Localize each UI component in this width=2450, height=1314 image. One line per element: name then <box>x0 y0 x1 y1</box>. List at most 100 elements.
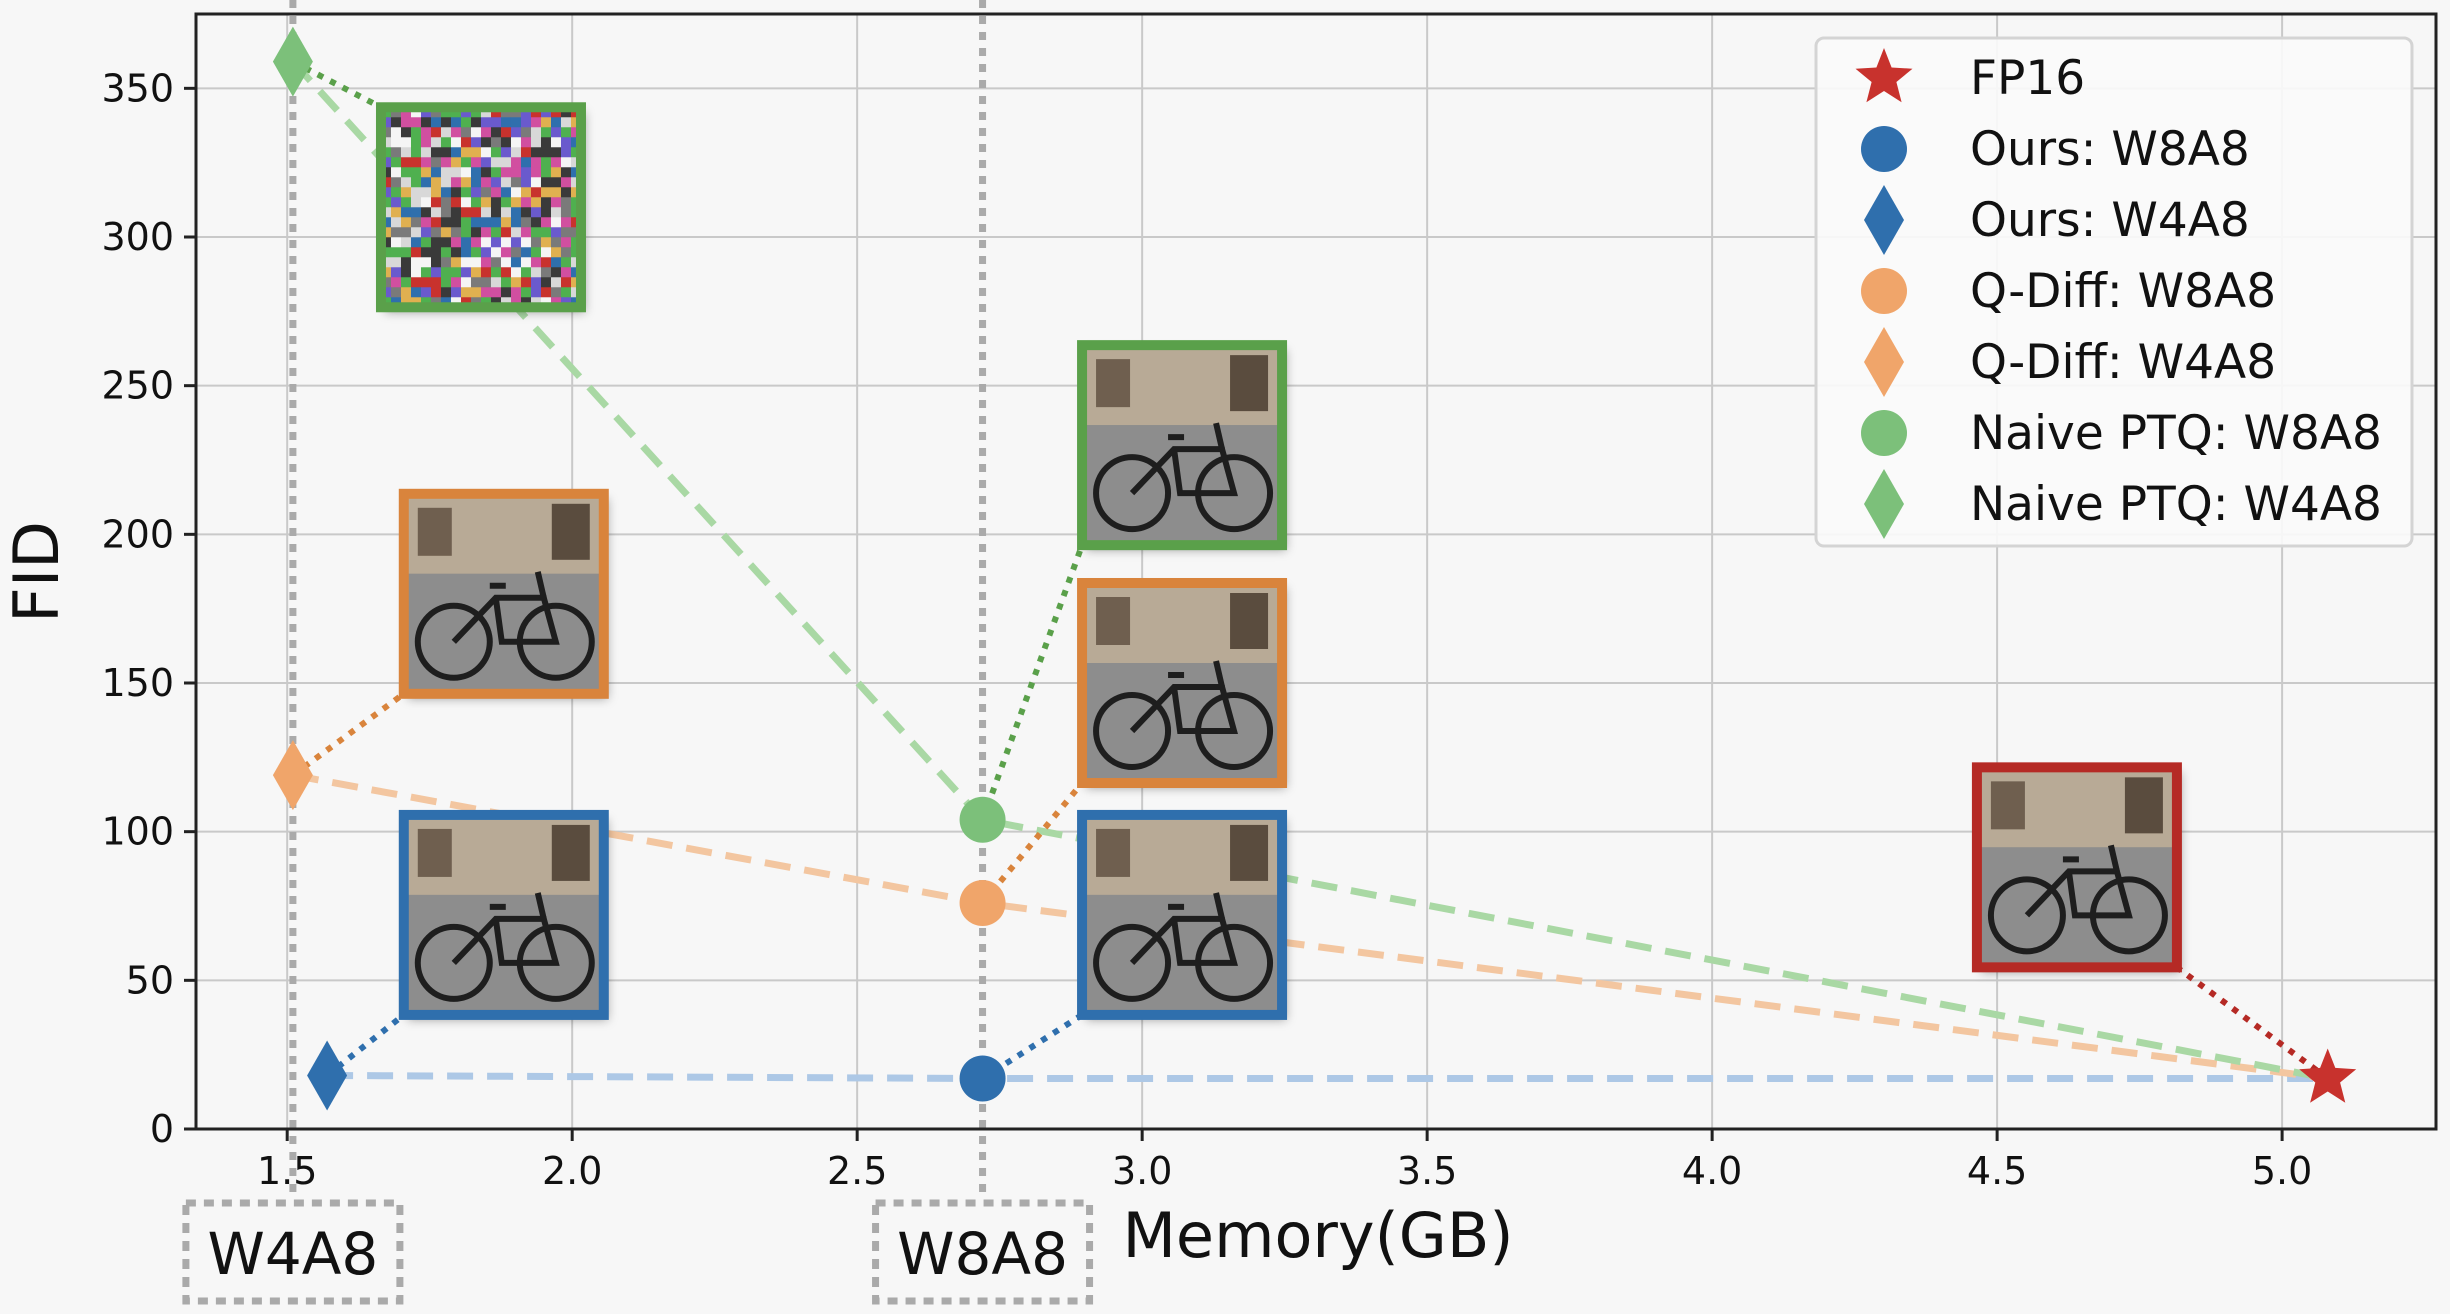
noise-cell <box>460 147 472 158</box>
building-window <box>551 503 590 560</box>
noise-cell <box>450 197 462 208</box>
noise-cell <box>450 137 462 148</box>
noise-cell <box>440 177 452 188</box>
noise-cell <box>510 117 522 128</box>
noise-cell <box>410 117 422 128</box>
noise-cell <box>410 237 422 248</box>
noise-cell <box>440 217 452 228</box>
y-tick-label: 0 <box>150 1107 174 1151</box>
noise-cell <box>560 147 572 158</box>
noise-cell <box>520 237 532 248</box>
legend-label: Q-Diff: W4A8 <box>1970 335 2276 390</box>
building-window <box>1096 359 1131 408</box>
noise-cell <box>540 167 552 178</box>
noise-cell <box>550 287 562 298</box>
noise-cell <box>490 277 502 288</box>
noise-cell <box>500 127 512 138</box>
noise-cell <box>450 177 462 188</box>
noise-cell <box>500 147 512 158</box>
noise-cell <box>430 247 442 258</box>
noise-cell <box>500 287 512 298</box>
noise-cell <box>440 257 452 268</box>
noise-cell <box>400 107 412 118</box>
noise-cell <box>480 207 492 218</box>
noise-cell <box>540 257 552 268</box>
noise-cell <box>440 207 452 218</box>
noise-cell <box>430 267 442 278</box>
legend-marker <box>1864 185 1904 255</box>
noise-cell <box>560 237 572 248</box>
noise-cell <box>450 217 462 228</box>
noise-cell <box>540 127 552 138</box>
noise-cell <box>460 277 472 288</box>
noise-cell <box>420 157 432 168</box>
noise-cell <box>530 157 542 168</box>
noise-cell <box>440 137 452 148</box>
thumbnail-frame <box>398 488 609 699</box>
legend-item: Q-Diff: W8A8 <box>1861 264 2276 319</box>
noise-cell <box>390 277 402 288</box>
noise-cell <box>460 257 472 268</box>
legend-label: Naive PTQ: W8A8 <box>1970 406 2382 461</box>
noise-cell <box>480 247 492 258</box>
noise-cell <box>470 127 482 138</box>
noise-cell <box>550 177 562 188</box>
noise-cell <box>400 217 412 228</box>
noise-cell <box>560 127 572 138</box>
noise-cell <box>480 227 492 238</box>
noise-cell <box>390 157 402 168</box>
noise-cell <box>490 187 502 198</box>
noise-cell <box>520 287 532 298</box>
noise-cell <box>410 137 422 148</box>
noise-cell <box>420 267 432 278</box>
noise-cell <box>460 217 472 228</box>
noise-cell <box>440 127 452 138</box>
noise-cell <box>410 207 422 218</box>
noise-cell <box>450 227 462 238</box>
noise-cell <box>530 167 542 178</box>
noise-cell <box>470 177 482 188</box>
thumb-naive-w8a8 <box>1077 340 1288 551</box>
legend-item: Ours: W4A8 <box>1864 185 2250 255</box>
noise-cell <box>560 137 572 148</box>
noise-cell <box>430 107 442 118</box>
noise-cell <box>430 177 442 188</box>
data-point <box>272 740 313 811</box>
noise-cell <box>380 237 392 248</box>
noise-cell <box>490 287 502 298</box>
y-tick-label: 150 <box>101 661 174 705</box>
noise-cell <box>470 197 482 208</box>
building-window <box>1230 824 1269 881</box>
noise-cell <box>550 137 562 148</box>
noise-cell <box>410 217 422 228</box>
noise-cell <box>550 147 562 158</box>
noise-cell <box>420 207 432 218</box>
legend-label: Naive PTQ: W4A8 <box>1970 477 2382 532</box>
x-tick-label: 4.0 <box>1682 1149 1742 1193</box>
noise-cell <box>380 117 392 128</box>
noise-cell <box>430 237 442 248</box>
noise-cell <box>550 217 562 228</box>
noise-cell <box>550 277 562 288</box>
noise-cell <box>450 187 462 198</box>
noise-cell <box>530 237 542 248</box>
y-tick-label: 300 <box>101 215 174 259</box>
noise-cell <box>460 227 472 238</box>
noise-cell <box>490 237 502 248</box>
noise-cell <box>470 257 482 268</box>
noise-cell <box>520 207 532 218</box>
data-point <box>959 880 1006 927</box>
noise-cell <box>510 167 522 178</box>
noise-cell <box>420 117 432 128</box>
x-tick-label: 3.0 <box>1112 1149 1172 1193</box>
noise-cell <box>490 247 502 258</box>
noise-cell <box>380 227 392 238</box>
building-window <box>1096 828 1131 877</box>
noise-cell <box>480 237 492 248</box>
noise-cell <box>450 287 462 298</box>
noise-cell <box>550 127 562 138</box>
noise-cell <box>470 287 482 298</box>
noise-cell <box>560 187 572 198</box>
bicycle-image <box>1082 345 1283 546</box>
